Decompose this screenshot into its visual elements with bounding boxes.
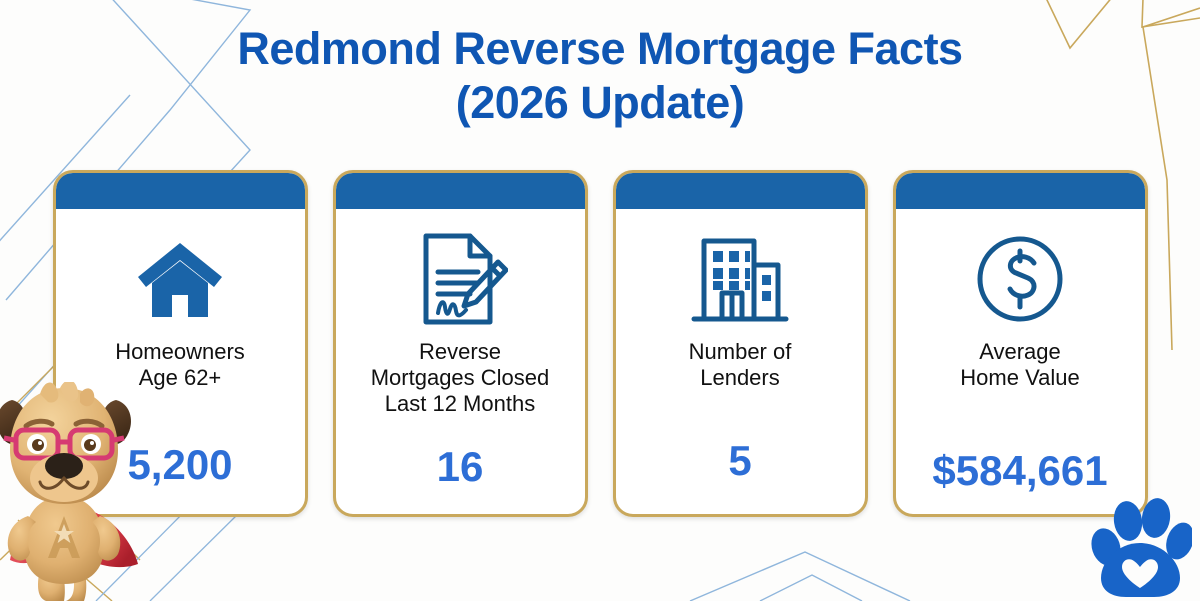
mascot-nose — [45, 453, 83, 479]
page-title: Redmond Reverse Mortgage Facts (2026 Upd… — [0, 22, 1200, 130]
signed-document-icon — [412, 227, 508, 331]
stat-card-home-value: Average Home Value $584,661 — [892, 170, 1148, 517]
paw-print-heart-logo — [1091, 498, 1192, 597]
card-header-bar — [615, 173, 865, 209]
card-label: Reverse Mortgages Closed Last 12 Months — [363, 339, 558, 417]
superhero-dog-mascot — [0, 382, 138, 601]
stat-card-mortgages-closed: Reverse Mortgages Closed Last 12 Months … — [332, 170, 588, 517]
card-header-bar — [335, 173, 585, 209]
card-value: 5,200 — [127, 441, 233, 488]
deco-chevron-bottom — [689, 551, 911, 601]
card-value: 5 — [728, 437, 752, 484]
stat-card-lenders: Number of Lenders 5 — [612, 170, 868, 517]
card-body: Average Home Value $584,661 — [896, 209, 1145, 514]
card-header-bar — [895, 173, 1145, 209]
card-header-bar — [55, 173, 305, 209]
paw-toe-3 — [1141, 498, 1171, 538]
page-title-line-1: Redmond Reverse Mortgage Facts — [237, 23, 963, 74]
card-label-line-1: Number of — [688, 339, 792, 364]
paw-toe-2 — [1113, 501, 1143, 541]
card-body: Number of Lenders 5 — [616, 209, 865, 514]
card-label-line-1: Homeowners — [115, 339, 245, 364]
stat-card-row: Homeowners Age 62+ 5,200 — [0, 170, 1200, 520]
card-label-line-2: Home Value — [960, 365, 1080, 390]
card-label-line-2: Age 62+ — [138, 365, 222, 390]
page-title-line-2: (2026 Update) — [455, 77, 745, 128]
house-icon — [128, 227, 232, 331]
dollar-coin-icon — [972, 227, 1068, 331]
card-label: Number of Lenders — [681, 339, 800, 391]
card-label-line-1: Average — [979, 339, 1061, 364]
card-value: $584,661 — [932, 447, 1108, 494]
card-value: 16 — [436, 443, 484, 490]
card-label: Average Home Value — [952, 339, 1087, 391]
card-label-line-3: Last 12 Months — [384, 391, 536, 416]
card-label-line-2: Lenders — [700, 365, 780, 390]
office-building-icon — [688, 227, 792, 331]
card-label-line-2: Mortgages Closed — [370, 365, 550, 390]
card-label-line-1: Reverse — [419, 339, 501, 364]
card-body: Reverse Mortgages Closed Last 12 Months … — [336, 209, 585, 514]
